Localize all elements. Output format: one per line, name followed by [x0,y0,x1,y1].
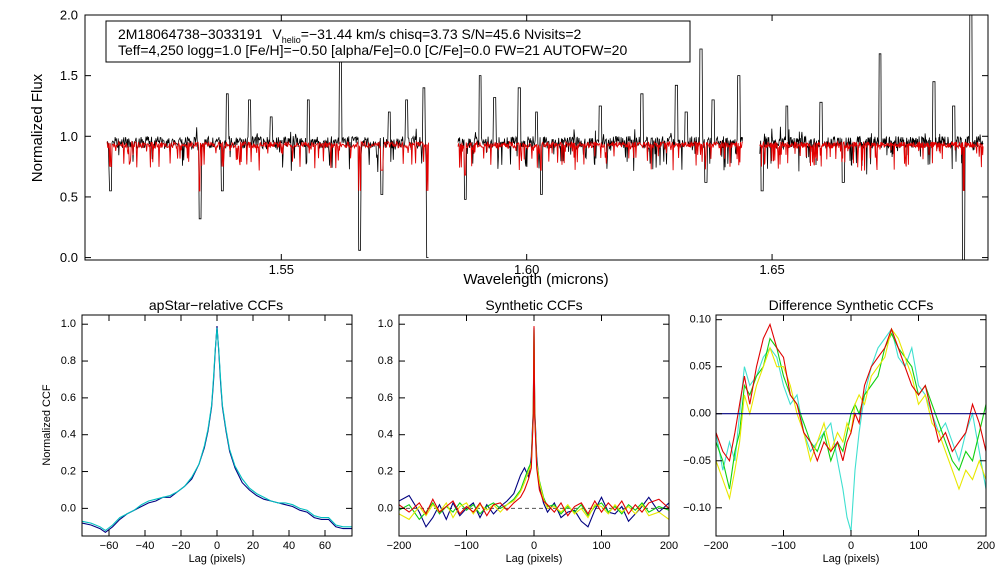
spectrum-data [106,15,984,260]
difference-series-2 [716,332,986,490]
annotation-v-subscript: helio [282,35,301,45]
synthetic-series-4 [399,326,669,517]
difference-x-tick-5: 200 [977,540,995,552]
synthetic-ccf-panel: Synthetic CCFs −200 −100 0 100 200 0.0 0… [378,297,678,565]
difference-series-4 [716,322,986,463]
apstar-y-tick-2: 0.2 [61,466,76,478]
apstar-x-tick-4: 0 [214,540,220,552]
spectrum-y-tick-5: 2.0 [60,8,78,23]
difference-ccf-panel: Difference Synthetic CCFs −200 −100 0 10… [683,297,995,565]
spectrum-annotation: 2M18064738−3033191 Vhelio=−31.44 km/s chi… [105,20,691,63]
apstar-ccf-data [82,326,352,533]
apstar-y-axis-title: Normalized CCF [41,384,53,466]
difference-y-tick-2: −0.05 [683,455,711,467]
apstar-x-axis-title: Lag (pixels) [189,553,246,565]
spectrum-y-tick-2: 0.5 [60,189,78,204]
apstar-x-tick-2: −40 [136,540,155,552]
synthetic-x-tick-3: 0 [531,540,537,552]
apstar-ccf-title: apStar−relative CCFs [149,297,283,313]
synthetic-y-tick-5: 0.8 [378,355,393,367]
synthetic-ccf-ticks [398,315,670,536]
spectrum-y-tick-1: 0.0 [60,250,78,265]
difference-x-tick-4: 100 [909,540,927,552]
observed-spectrum-chip-2 [457,48,743,200]
synthetic-y-tick-2: 0.2 [378,466,393,478]
spectrum-y-tick-3: 1.0 [60,129,78,144]
difference-x-axis-title: Lag (pixels) [823,553,880,565]
synthetic-ccf-title: Synthetic CCFs [485,297,582,313]
synthetic-x-tick-2: −100 [454,540,479,552]
apstar-x-tick-7: 60 [319,540,331,552]
synthetic-y-tick-3: 0.4 [378,429,393,441]
spectrum-panel: 1.55 1.60 1.65 0.0 0.5 1.0 1.5 2.0 Wavel… [29,8,989,288]
annotation-line-1: 2M18064738−3033191 Vhelio=−31.44 km/s chi… [118,26,582,45]
apstar-x-tick-6: 40 [283,540,295,552]
spectrum-y-tick-4: 1.5 [60,68,78,83]
synthetic-x-axis-title: Lag (pixels) [506,553,563,565]
model-spectrum-chip-1 [106,140,429,192]
synthetic-x-tick-4: 100 [592,540,610,552]
difference-x-tick-1: −200 [704,540,729,552]
difference-x-tick-3: 0 [848,540,854,552]
difference-y-tick-3: 0.00 [690,408,711,420]
synthetic-x-tick-1: −200 [387,540,412,552]
apstar-ccf-ticks [82,315,352,536]
spectrum-ticks [85,14,988,260]
annotation-box [105,20,691,63]
observed-spectrum-chip-3 [759,15,984,260]
difference-ccf-ticks [715,315,987,536]
spectrum-frame [84,14,989,261]
difference-series-3 [716,327,986,501]
apstar-y-tick-6: 1.0 [61,318,76,330]
synthetic-y-tick-4: 0.6 [378,392,393,404]
spectrum-x-axis-title: Wavelength (microns) [463,271,608,288]
difference-x-tick-2: −100 [771,540,796,552]
apstar-x-tick-5: 20 [247,540,259,552]
annotation-summary: =−31.44 km/s chisq=3.73 S/N=45.6 Nvisits… [301,26,582,42]
synthetic-ccf-data [399,326,669,528]
model-spectrum-chip-2 [457,140,743,176]
apstar-y-tick-3: 0.4 [61,429,76,441]
apstar-y-tick-5: 0.8 [61,355,76,367]
synthetic-x-tick-5: 200 [660,540,678,552]
apstar-x-tick-1: −60 [100,540,119,552]
annotation-line-2: Teff=4,250 logg=1.0 [Fe/H]=−0.50 [alpha/… [118,42,627,58]
apstar-ccf-panel: apStar−relative CCFs −60 −40 −20 0 20 40… [41,297,353,565]
difference-y-tick-5: 0.10 [690,314,711,326]
spectrum-y-axis-title: Normalized Flux [29,73,46,182]
difference-ccf-title: Difference Synthetic CCFs [769,297,934,313]
spectrum-x-tick-3: 1.65 [759,262,784,277]
difference-ccf-data [716,322,986,532]
difference-y-tick-4: 0.05 [690,361,711,373]
difference-y-tick-1: −0.10 [683,502,711,514]
spectrum-x-tick-1: 1.55 [269,262,294,277]
difference-series-1 [716,327,986,532]
apstar-series-1 [82,326,352,533]
synthetic-y-tick-6: 1.0 [378,318,393,330]
apstar-y-tick-4: 0.6 [61,392,76,404]
spectrum-x-tick-2: 1.60 [514,262,539,277]
annotation-star-id: 2M18064738−3033191 [118,26,263,42]
synthetic-y-tick-1: 0.0 [378,502,393,514]
apstar-x-tick-3: −20 [172,540,191,552]
difference-ccf-frame [715,314,987,537]
apstar-series-2 [82,327,352,532]
apstar-y-tick-1: 0.0 [61,502,76,514]
apstar-ccf-frame [81,314,353,537]
model-spectrum-chip-3 [759,140,984,191]
